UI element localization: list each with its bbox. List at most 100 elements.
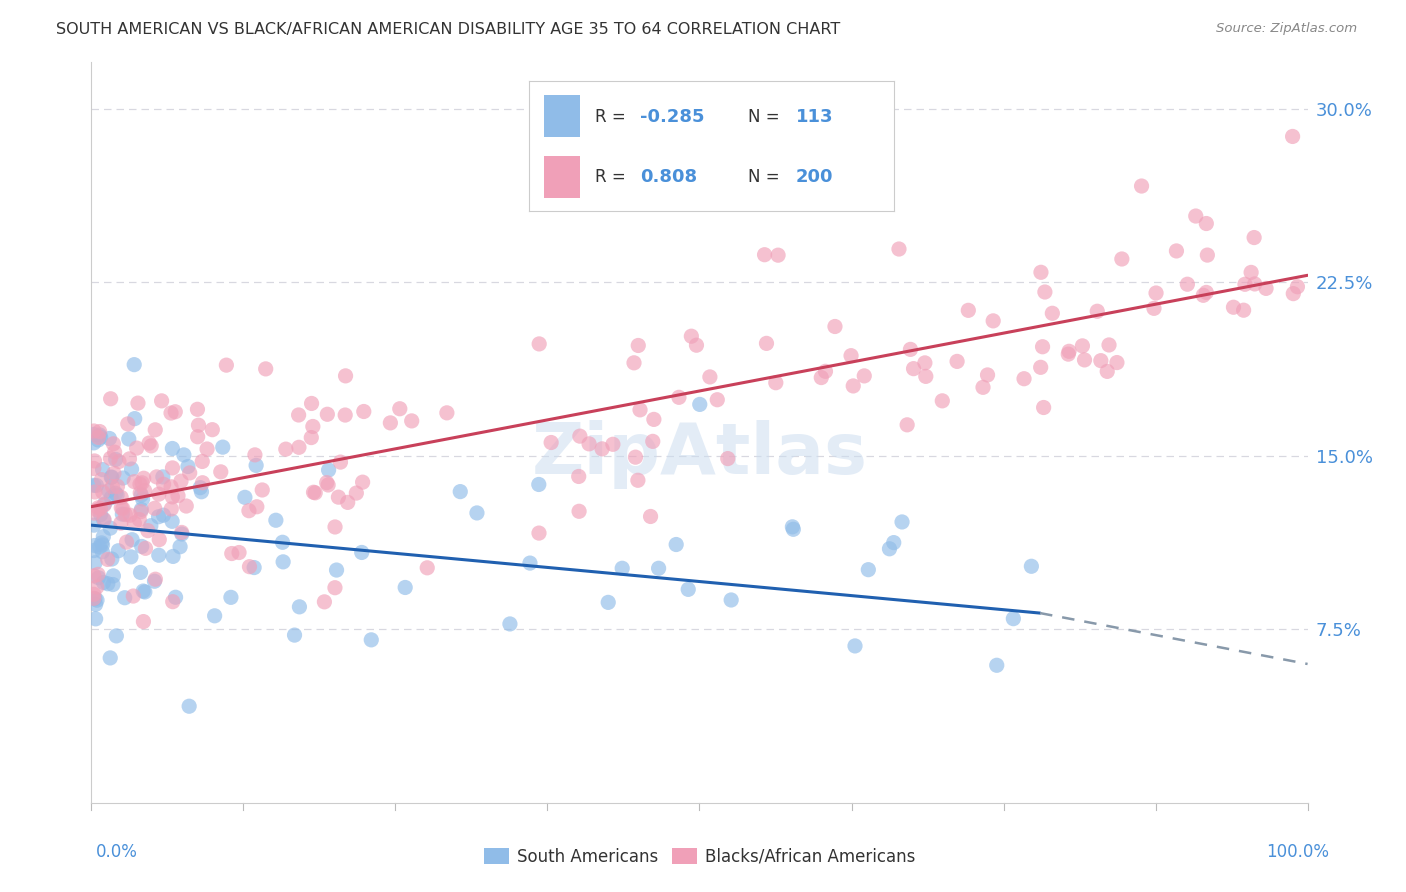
Point	[315, 475, 337, 490]
Point	[162, 461, 184, 475]
Point	[120, 549, 142, 564]
Point	[93, 575, 115, 590]
Point	[274, 442, 297, 457]
Point	[824, 319, 846, 334]
Point	[86, 580, 108, 594]
Point	[1111, 252, 1133, 266]
Point	[1085, 304, 1108, 318]
Point	[627, 473, 650, 487]
Point	[814, 364, 837, 378]
Point	[143, 501, 166, 516]
Point	[946, 354, 969, 368]
Point	[117, 417, 139, 431]
Point	[986, 658, 1008, 673]
Point	[104, 445, 127, 459]
Point	[173, 448, 195, 462]
Point	[1243, 230, 1265, 244]
Point	[84, 485, 107, 500]
Point	[143, 423, 166, 437]
Point	[129, 486, 152, 500]
Point	[160, 480, 183, 494]
Point	[288, 599, 311, 614]
Point	[134, 541, 156, 556]
Point	[86, 593, 108, 607]
Point	[83, 478, 105, 492]
Point	[148, 533, 170, 547]
Point	[134, 483, 156, 498]
Point	[86, 503, 108, 517]
Point	[148, 509, 170, 524]
Point	[160, 514, 183, 528]
Point	[1222, 300, 1244, 314]
Point	[127, 396, 149, 410]
Point	[83, 569, 105, 583]
Point	[170, 527, 193, 541]
Point	[1057, 344, 1080, 359]
Point	[233, 491, 256, 505]
Point	[755, 336, 778, 351]
Point	[87, 500, 110, 515]
Point	[97, 483, 120, 498]
Point	[243, 560, 266, 574]
Point	[112, 471, 135, 485]
Point	[129, 566, 152, 580]
Point	[170, 474, 193, 488]
Point	[352, 475, 374, 490]
Point	[1040, 306, 1063, 320]
Point	[115, 535, 138, 549]
Point	[1071, 339, 1094, 353]
Point	[1195, 285, 1218, 300]
Point	[283, 628, 305, 642]
Point	[103, 569, 125, 583]
Point	[627, 338, 650, 352]
Point	[131, 491, 153, 506]
Point	[169, 540, 191, 554]
Point	[84, 556, 107, 570]
Point	[972, 380, 994, 394]
Point	[1184, 209, 1206, 223]
Point	[110, 491, 132, 505]
Point	[83, 424, 105, 438]
Point	[844, 639, 866, 653]
Point	[174, 499, 197, 513]
Point	[1033, 285, 1056, 299]
Point	[91, 538, 114, 552]
Point	[623, 356, 645, 370]
Point	[118, 432, 141, 446]
Point	[380, 416, 402, 430]
Point	[706, 392, 728, 407]
Point	[1144, 285, 1167, 300]
Point	[83, 543, 105, 558]
Point	[105, 488, 128, 502]
Point	[97, 552, 120, 566]
Point	[598, 595, 620, 609]
Point	[228, 545, 250, 559]
Point	[138, 436, 160, 450]
Point	[1195, 217, 1218, 231]
Point	[900, 343, 922, 357]
Point	[288, 440, 311, 454]
Point	[1032, 340, 1054, 354]
Point	[132, 615, 155, 629]
Point	[190, 484, 212, 499]
Point	[302, 485, 325, 500]
Point	[83, 461, 105, 475]
Point	[131, 540, 153, 554]
Point	[188, 481, 211, 495]
Point	[499, 616, 522, 631]
Point	[540, 435, 562, 450]
Point	[1029, 360, 1052, 375]
Point	[83, 506, 105, 520]
Point	[314, 595, 336, 609]
Point	[167, 489, 190, 503]
Point	[1073, 352, 1095, 367]
Point	[98, 651, 121, 665]
Point	[87, 433, 110, 447]
Text: 100.0%: 100.0%	[1265, 843, 1329, 861]
Point	[782, 522, 804, 536]
Point	[238, 504, 260, 518]
Point	[318, 463, 340, 477]
Point	[179, 699, 201, 714]
Point	[527, 477, 550, 491]
Point	[1192, 288, 1215, 302]
